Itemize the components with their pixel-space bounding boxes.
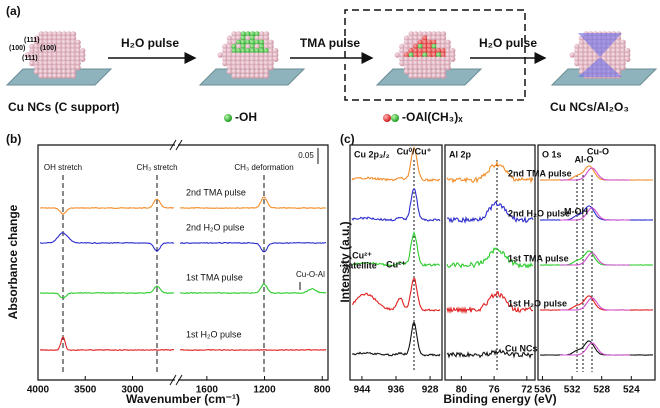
trace-label: 1st TMA pulse: [186, 272, 243, 282]
legend-marker: [383, 114, 391, 122]
spectrum: [40, 337, 174, 350]
subpanel-title: O 1s: [542, 149, 562, 159]
x-tick-label: 1200: [253, 385, 276, 396]
facet-label: (111): [22, 55, 38, 62]
x-tick-label: 532: [564, 385, 581, 396]
trace-label: 1st H₂O pulse: [508, 298, 567, 308]
x-axis-title: Wavenumber (cm⁻¹): [126, 392, 240, 406]
trace-label: 2nd TMA pulse: [508, 168, 572, 178]
scale-label: 0.05: [298, 151, 314, 160]
peak-label: M-OH: [564, 206, 588, 216]
x-tick-label: 800: [314, 385, 331, 396]
atom: [75, 65, 81, 71]
atom: [625, 56, 631, 62]
legend-marker: [391, 114, 399, 122]
y-axis-title: Intensity (a.u.): [338, 221, 352, 302]
spectrum: [180, 197, 326, 209]
trace-label: 1st H₂O pulse: [186, 329, 242, 339]
spectrum: [352, 278, 440, 311]
x-tick-label: 528: [593, 385, 610, 396]
axis-break: [170, 140, 182, 385]
x-axis-title: Binding energy (eV): [443, 392, 556, 406]
x-tick-label: 3500: [74, 385, 97, 396]
atom: [264, 73, 270, 79]
spectrum: [352, 322, 440, 356]
step-label: H₂O pulse: [479, 36, 537, 50]
spectrum: [180, 243, 326, 252]
caption: Cu NCs/Al₂O₃: [550, 100, 629, 114]
atom: [80, 56, 86, 62]
peak-label: Al-O: [575, 154, 594, 164]
panel-label: (a): [6, 4, 21, 18]
panel-label: (b): [6, 132, 21, 146]
panel-label: (c): [340, 132, 355, 146]
peak-label: Cu⁰/Cu⁺: [397, 146, 432, 156]
facet-label: (111): [24, 37, 40, 44]
x-tick-label: 936: [388, 385, 405, 396]
peak-label: Cu²⁺: [352, 250, 372, 260]
atom: [273, 56, 279, 62]
peak-label: Cu²⁺: [386, 259, 406, 269]
band-label: CH₃ stretch: [136, 163, 177, 172]
facet-label: (100): [40, 45, 56, 52]
spectrum: [540, 341, 653, 355]
caption: Cu NCs (C support): [8, 100, 119, 114]
trace-label: Cu NCs: [505, 343, 538, 353]
trace-label: 2nd H₂O pulse: [508, 208, 570, 218]
x-tick-label: 944: [354, 385, 371, 396]
x-tick-label: 4000: [27, 385, 50, 396]
step-label: H₂O pulse: [121, 36, 179, 50]
annotation: Cu-O-Al: [296, 270, 325, 279]
atom: [441, 73, 447, 79]
legend-marker: [224, 114, 232, 122]
ftir-panel: 40003500300016001200800OH stretchCH₃ str…: [27, 140, 331, 396]
spectrum: [352, 189, 440, 221]
x-tick-label: 524: [623, 385, 640, 396]
x-tick-label: 928: [422, 385, 439, 396]
atom: [71, 73, 77, 79]
spectrum: [180, 284, 326, 293]
figure: (a) H₂O pulse TMA pulse H₂O pulse Cu NCs…: [0, 0, 660, 408]
spectrum: [180, 350, 326, 351]
spectrum: [40, 286, 174, 298]
atom: [620, 65, 626, 71]
trace-label: 2nd TMA pulse: [186, 187, 246, 197]
band-label: OH stretch: [44, 163, 82, 172]
trace-label: 1st TMA pulse: [508, 253, 569, 263]
subpanel-title: Cu 2p₃/₂: [354, 149, 390, 159]
band-label: CH₃ deformation: [234, 163, 293, 172]
legend-label: -OAl(CH₃)ₓ: [402, 110, 463, 124]
facet-label: (100): [9, 45, 25, 52]
y-axis-title: Absorbance change: [6, 204, 20, 319]
legend-label: -OH: [235, 110, 257, 124]
subpanel-title: Al 2p: [449, 149, 472, 159]
spectrum: [40, 233, 174, 251]
atom: [445, 65, 451, 71]
axis-frame: [38, 145, 328, 380]
atom: [268, 65, 274, 71]
atom: [450, 56, 456, 62]
spectrum: [40, 199, 174, 214]
step-label: TMA pulse: [300, 36, 361, 50]
trace-label: 2nd H₂O pulse: [186, 222, 245, 232]
